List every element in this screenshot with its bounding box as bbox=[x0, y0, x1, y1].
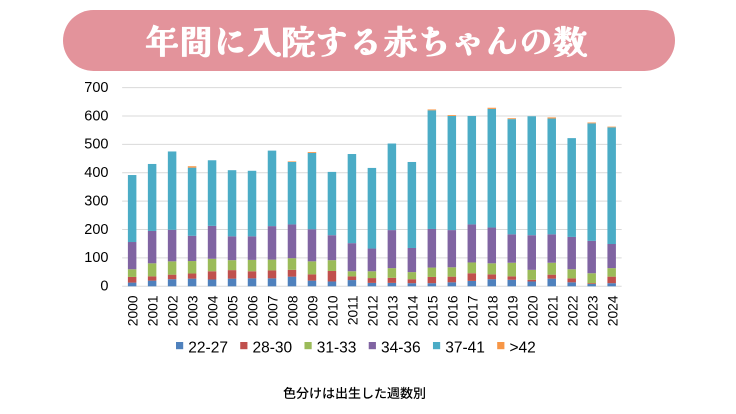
svg-text:2009: 2009 bbox=[306, 295, 321, 326]
svg-text:700: 700 bbox=[84, 80, 108, 96]
svg-text:2023: 2023 bbox=[585, 295, 600, 326]
svg-text:2005: 2005 bbox=[226, 295, 241, 326]
svg-text:2008: 2008 bbox=[286, 295, 301, 326]
svg-text:400: 400 bbox=[84, 165, 108, 181]
svg-text:2014: 2014 bbox=[405, 295, 420, 326]
svg-text:200: 200 bbox=[84, 222, 108, 238]
svg-text:2019: 2019 bbox=[505, 295, 520, 326]
svg-text:2003: 2003 bbox=[186, 295, 201, 326]
svg-text:28-30: 28-30 bbox=[253, 339, 293, 356]
svg-text:2006: 2006 bbox=[246, 295, 261, 326]
svg-text:2007: 2007 bbox=[266, 296, 281, 327]
svg-text:2021: 2021 bbox=[545, 296, 560, 327]
svg-text:2024: 2024 bbox=[605, 295, 620, 326]
svg-text:2022: 2022 bbox=[565, 296, 580, 327]
svg-text:22-27: 22-27 bbox=[188, 339, 228, 356]
svg-text:2015: 2015 bbox=[425, 295, 440, 326]
svg-text:2001: 2001 bbox=[146, 296, 161, 327]
svg-text:600: 600 bbox=[84, 108, 108, 124]
svg-text:2011: 2011 bbox=[346, 296, 361, 326]
svg-text:2002: 2002 bbox=[166, 296, 181, 327]
svg-text:2017: 2017 bbox=[465, 296, 480, 327]
svg-text:2013: 2013 bbox=[385, 295, 400, 326]
svg-text:100: 100 bbox=[84, 250, 108, 266]
svg-text:31-33: 31-33 bbox=[317, 339, 357, 356]
svg-text:300: 300 bbox=[84, 193, 108, 209]
svg-text:0: 0 bbox=[100, 279, 108, 295]
svg-text:500: 500 bbox=[84, 137, 108, 153]
svg-text:>42: >42 bbox=[510, 339, 536, 356]
svg-text:2000: 2000 bbox=[126, 295, 141, 326]
svg-text:2010: 2010 bbox=[326, 295, 341, 326]
svg-text:2020: 2020 bbox=[525, 295, 540, 326]
svg-text:2018: 2018 bbox=[485, 295, 500, 326]
svg-text:37-41: 37-41 bbox=[445, 339, 485, 356]
svg-text:2016: 2016 bbox=[445, 295, 460, 326]
svg-text:34-36: 34-36 bbox=[381, 339, 421, 356]
svg-text:2012: 2012 bbox=[366, 296, 381, 327]
svg-text:2004: 2004 bbox=[206, 295, 221, 326]
